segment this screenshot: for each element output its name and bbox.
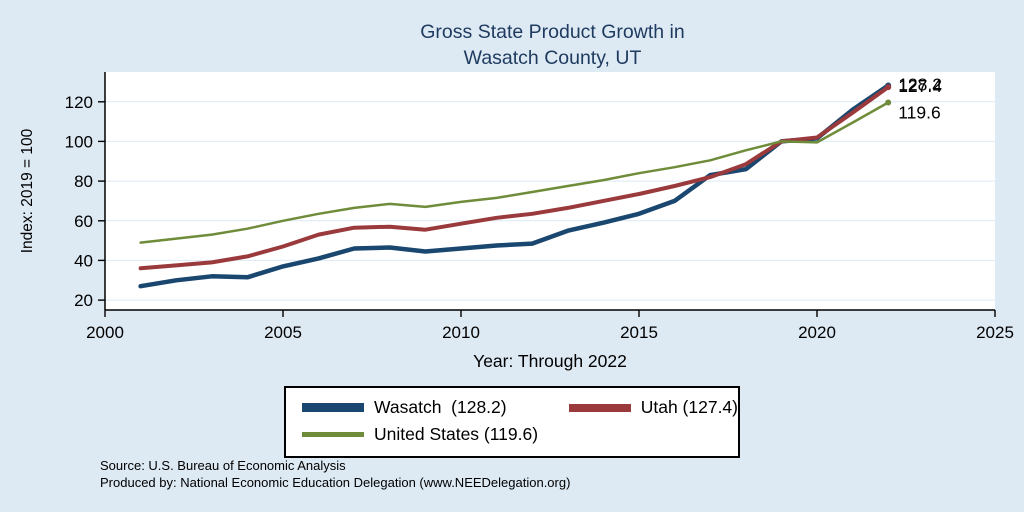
legend-label-wasatch: Wasatch (128.2) <box>374 397 507 417</box>
legend-label-united-states: United States (119.6) <box>374 424 539 444</box>
y-axis-title: Index: 2019 = 100 <box>19 128 36 253</box>
end-label-wasatch: 128.2 <box>898 75 942 95</box>
footer: Source: U.S. Bureau of Economic Analysis… <box>100 458 570 492</box>
legend-item-united-states: United States (119.6) <box>302 424 602 445</box>
chart-title-line1: Gross State Product Growth in <box>420 21 685 43</box>
legend-row: United States (119.6) <box>286 421 738 448</box>
end-marker-utah <box>885 84 892 91</box>
x-tick-label: 2015 <box>620 323 658 342</box>
y-tick-label: 40 <box>74 251 93 270</box>
legend-row: Wasatch (128.2) Utah (127.4) <box>286 394 738 421</box>
end-label-utah: 127.4 <box>898 76 942 96</box>
legend-item-utah: Utah (127.4) <box>568 397 738 418</box>
y-tick-label: 80 <box>74 172 93 191</box>
y-tick-label: 100 <box>65 132 93 151</box>
x-tick-label: 2020 <box>798 323 836 342</box>
united-states-line-swatch <box>302 432 364 437</box>
x-tick-label: 2000 <box>86 323 124 342</box>
x-tick-label: 2005 <box>264 323 302 342</box>
x-tick-label: 2010 <box>442 323 480 342</box>
legend: Wasatch (128.2) Utah (127.4) United Stat… <box>284 386 740 458</box>
legend-label-utah: Utah (127.4) <box>640 397 738 417</box>
legend-item-wasatch: Wasatch (128.2) <box>302 397 569 418</box>
gsp-line-chart: 20 40 60 80 100 120 2000 2005 2010 2015 2020 2025 12… <box>19 72 1014 371</box>
chart-title-line2: Wasatch County, UT <box>463 46 642 69</box>
source-note: Source: U.S. Bureau of Economic Analysis <box>100 458 346 473</box>
x-tick-label: 2025 <box>976 323 1014 342</box>
chart-title: Gross State Product Growth in Wasatch Co… <box>105 20 1000 71</box>
series-line-utah <box>138 85 891 271</box>
utah-line-swatch <box>568 403 631 412</box>
series-line-united-states <box>139 101 890 244</box>
end-label-united-states: 119.6 <box>898 103 941 123</box>
wasatch-line-swatch <box>302 403 364 412</box>
y-tick-label: 120 <box>65 93 93 112</box>
x-axis-title: Year: Through 2022 <box>473 351 627 371</box>
produced-by-note: Produced by: National Economic Education… <box>100 474 571 490</box>
end-marker-united-states <box>885 99 892 106</box>
y-tick-label: 20 <box>74 291 93 310</box>
y-tick-label: 60 <box>74 212 93 231</box>
series-line-wasatch <box>138 83 891 289</box>
